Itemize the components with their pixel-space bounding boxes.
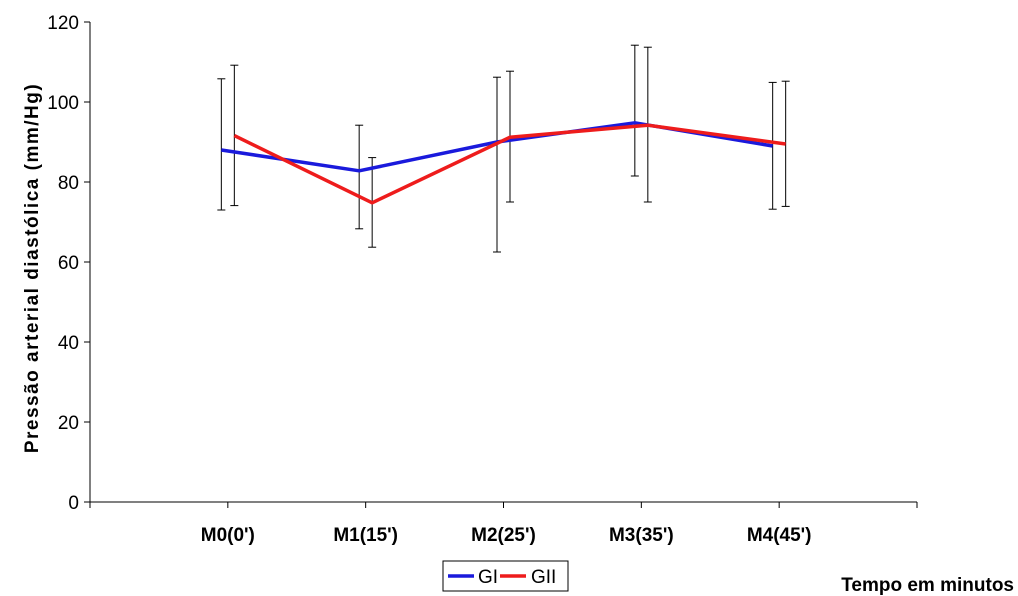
x-axis: M0(0') M1(15') M2(25') M3(35') M4(45')	[89, 501, 918, 546]
series-lines	[221, 121, 786, 205]
y-tick-label: 100	[47, 93, 79, 114]
y-tick-label: 120	[47, 13, 79, 34]
legend-label-gii: GII	[531, 567, 556, 588]
x-category-label: M0(0')	[201, 525, 255, 546]
y-tick-label: 60	[58, 253, 79, 274]
x-category-label: M1(15')	[333, 525, 398, 546]
y-tick-label: 20	[58, 413, 79, 434]
series-line-gii	[233, 123, 786, 205]
x-axis-title: Tempo em minutos	[841, 575, 1014, 596]
y-tick-label: 40	[58, 333, 79, 354]
legend: GI GII	[442, 560, 569, 592]
x-category-label: M2(25')	[471, 525, 536, 546]
y-tick-label: 0	[68, 493, 79, 514]
error-bars	[217, 44, 790, 253]
y-axis-title: Pressão arterial diastólica (mm/Hg)	[22, 83, 43, 453]
error-bar-gii	[230, 64, 239, 207]
y-axis: 0 20 40 60 80 100 120	[47, 13, 91, 514]
error-bar-gi	[217, 78, 226, 211]
x-category-label: M4(45')	[747, 525, 812, 546]
legend-label-gi: GI	[478, 567, 498, 588]
error-bar-gi	[630, 44, 639, 177]
error-bar-gi	[355, 124, 364, 230]
y-tick-label: 80	[58, 173, 79, 194]
error-bar-gi	[493, 76, 501, 253]
x-category-label: M3(35')	[609, 525, 674, 546]
